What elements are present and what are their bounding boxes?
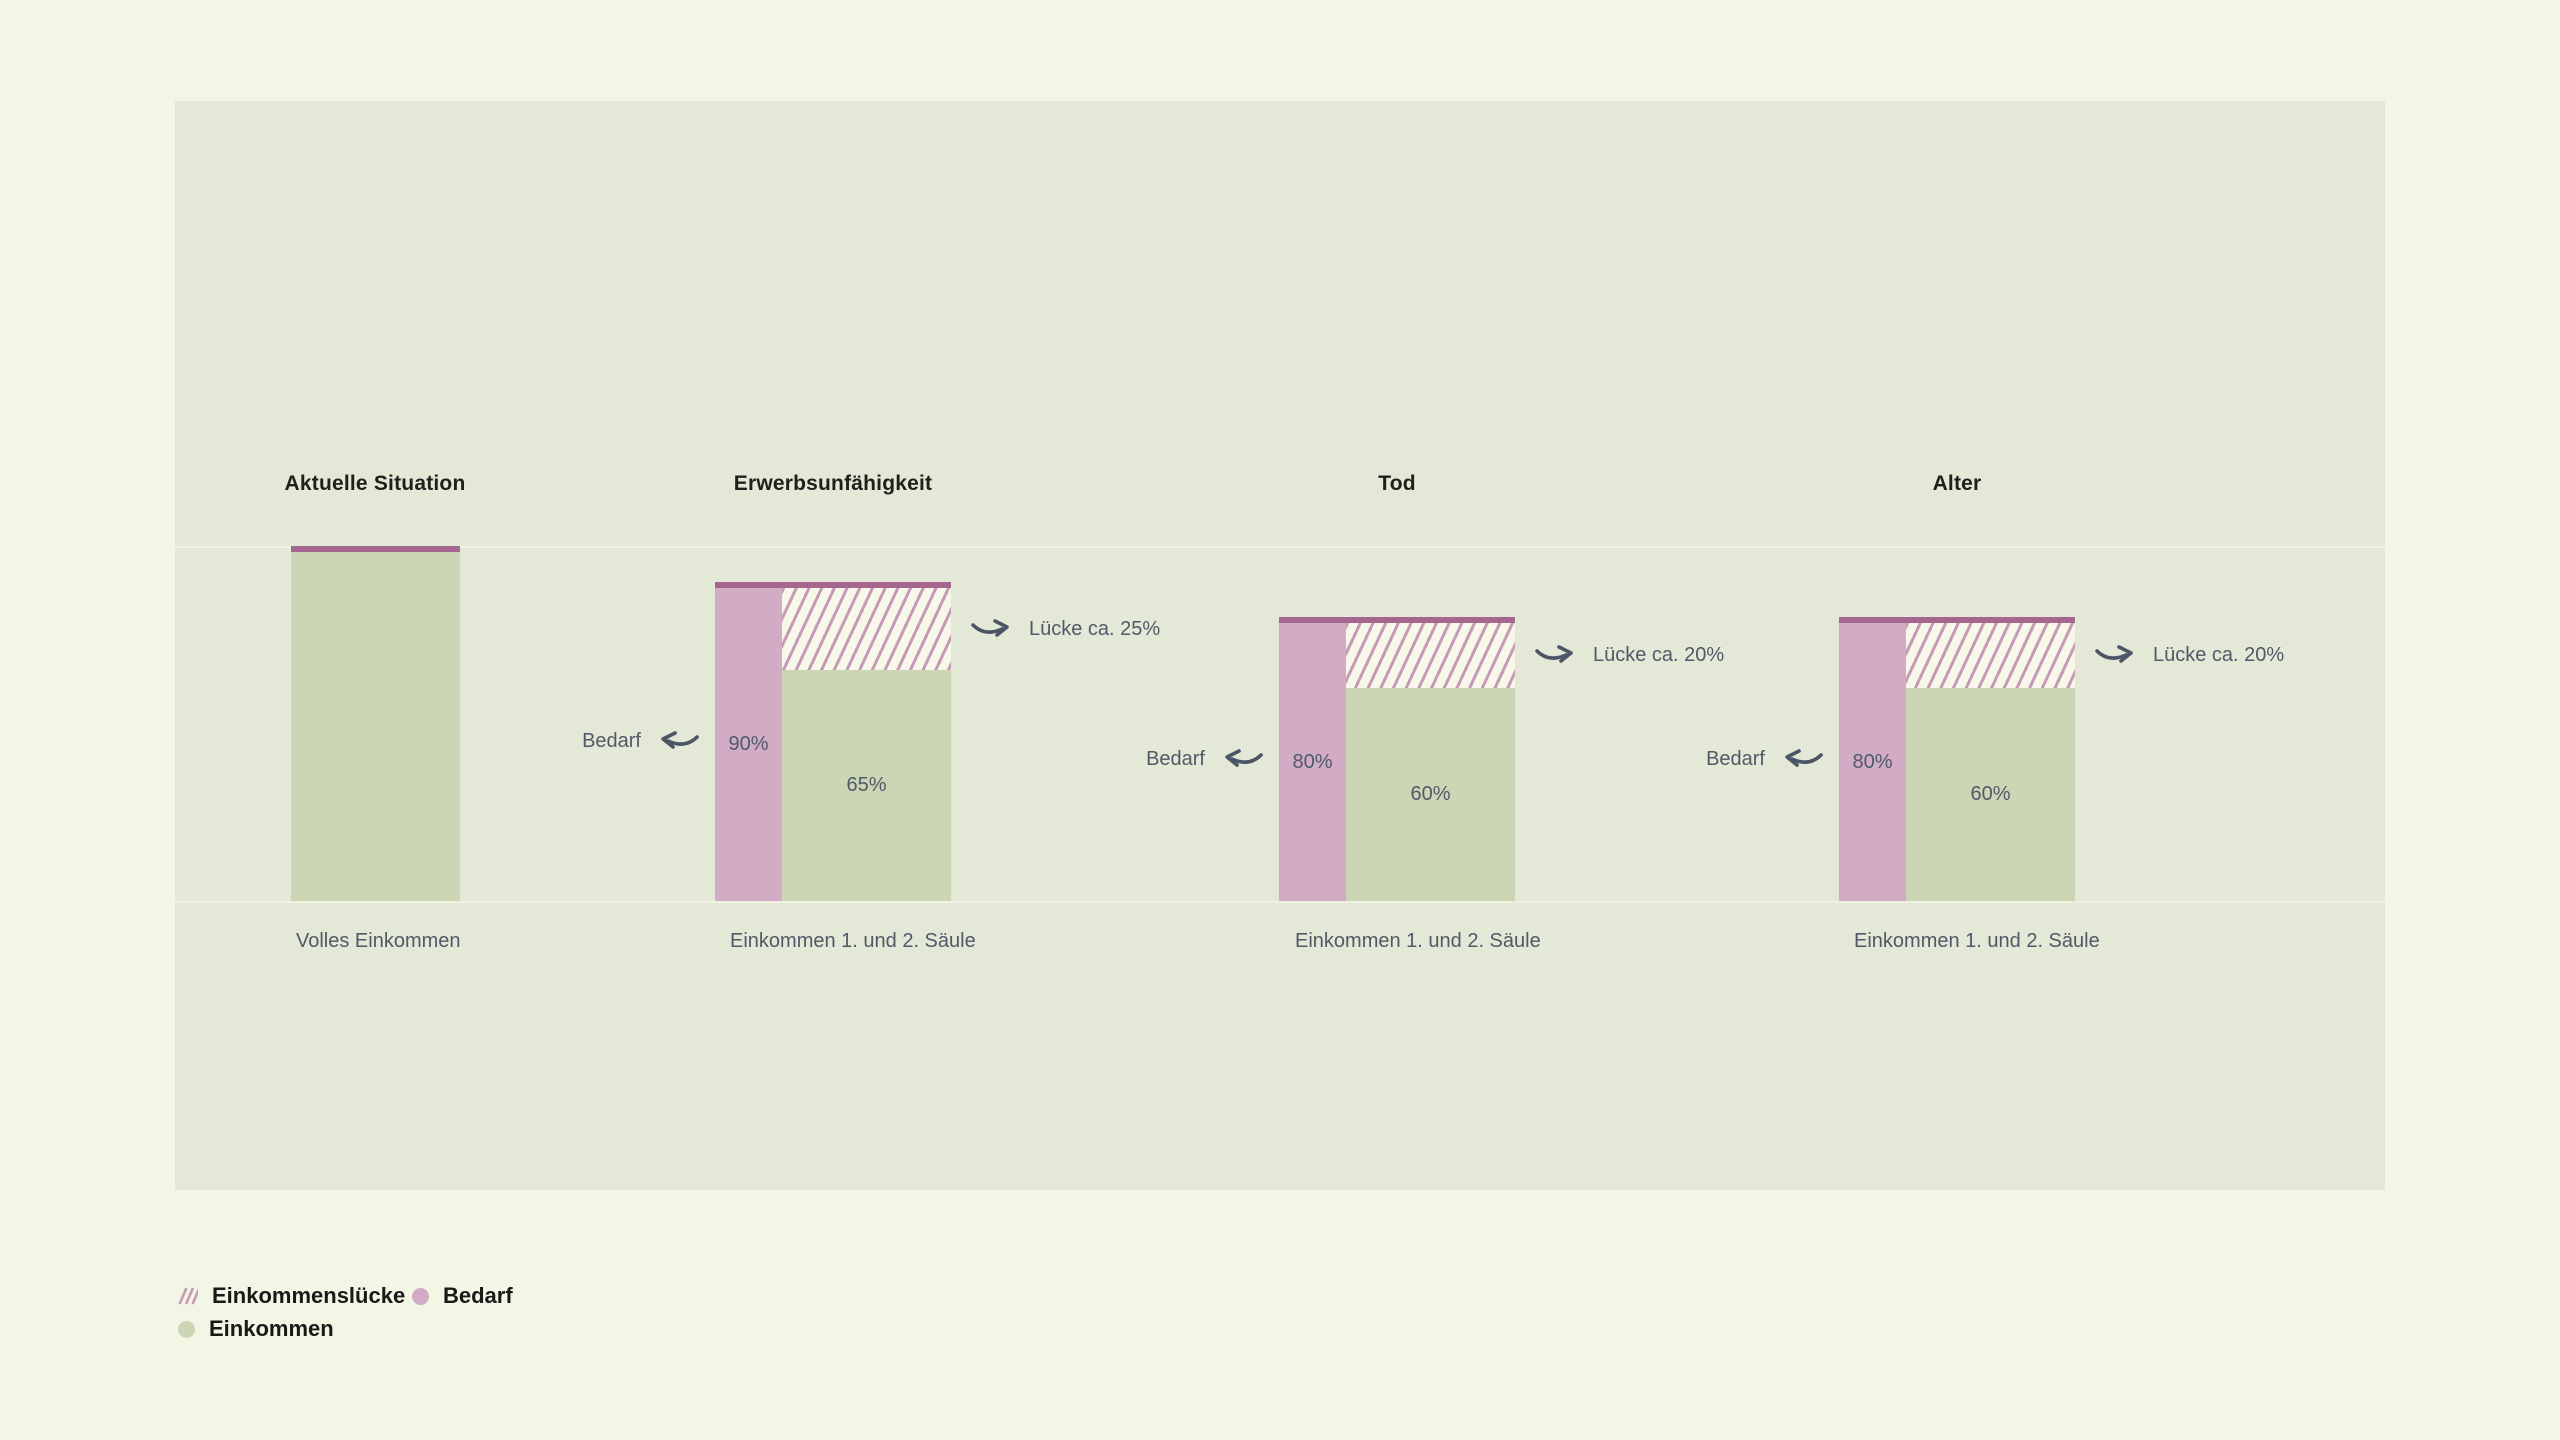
axis-label: Einkommen 1. und 2. Säule bbox=[1854, 930, 2100, 952]
bedarf-annotation: Bedarf bbox=[1146, 747, 1264, 771]
luecke-annotation: Lücke ca. 20% bbox=[2094, 643, 2284, 667]
einkommen-percent-label: 65% bbox=[846, 774, 887, 797]
bedarf-dot-icon bbox=[412, 1287, 429, 1305]
curved-arrow-left-icon bbox=[1785, 749, 1823, 767]
scenario-title: Alter bbox=[1932, 472, 1982, 495]
luecke-annotation: Lücke ca. 25% bbox=[970, 617, 1160, 641]
income-gap-area bbox=[782, 587, 951, 671]
scenario-title: Aktuelle Situation bbox=[284, 472, 466, 495]
einkommen-percent-label: 60% bbox=[1970, 783, 2011, 805]
curved-arrow-right-icon bbox=[971, 619, 1009, 637]
bedarf-annotation-label: Bedarf bbox=[1706, 747, 1765, 770]
curved-arrow-right-icon bbox=[2095, 645, 2133, 663]
bedarf-bar: 80% bbox=[1839, 617, 1906, 901]
luecke-annotation-label: Lücke ca. 20% bbox=[2153, 643, 2285, 666]
bedarf-percent-label: 90% bbox=[728, 732, 769, 755]
curved-arrow-left-icon bbox=[1225, 749, 1263, 767]
income-fill bbox=[291, 552, 460, 901]
top-gridline bbox=[175, 546, 2385, 548]
income-bar: 65% bbox=[782, 581, 951, 901]
curved-arrow-left-icon bbox=[661, 731, 699, 749]
baseline-gridline bbox=[175, 901, 2385, 903]
income-bar: 60% bbox=[1346, 617, 1515, 901]
income-bar bbox=[291, 546, 460, 901]
income-fill: 60% bbox=[1906, 688, 2075, 901]
einkommen-dot-icon bbox=[178, 1320, 195, 1338]
legend-item-einkommensluecke: Einkommenslücke bbox=[178, 1283, 405, 1309]
scenario-title: Tod bbox=[1378, 472, 1416, 495]
bedarf-bar: 90% bbox=[715, 581, 782, 901]
legend-item-bedarf: Bedarf bbox=[412, 1283, 513, 1309]
bedarf-percent-label: 80% bbox=[1852, 750, 1893, 773]
hatch-swatch-icon bbox=[178, 1287, 198, 1305]
income-fill: 60% bbox=[1346, 688, 1515, 901]
axis-label: Einkommen 1. und 2. Säule bbox=[1295, 930, 1541, 952]
income-bar: 60% bbox=[1906, 617, 2075, 901]
income-fill: 65% bbox=[782, 670, 951, 901]
bedarf-annotation-label: Bedarf bbox=[582, 729, 641, 752]
bedarf-bar: 80% bbox=[1279, 617, 1346, 901]
bedarf-annotation: Bedarf bbox=[582, 729, 700, 753]
scenario-title: Erwerbsunfähigkeit bbox=[733, 472, 933, 495]
einkommen-percent-label: 60% bbox=[1410, 783, 1451, 805]
bedarf-annotation-label: Bedarf bbox=[1146, 747, 1205, 770]
axis-label: Volles Einkommen bbox=[296, 930, 461, 952]
luecke-annotation-label: Lücke ca. 20% bbox=[1593, 643, 1725, 666]
legend-label: Einkommen bbox=[209, 1316, 334, 1341]
luecke-annotation: Lücke ca. 20% bbox=[1534, 643, 1724, 667]
luecke-annotation-label: Lücke ca. 25% bbox=[1029, 617, 1161, 640]
income-gap-area bbox=[1906, 623, 2075, 688]
bedarf-percent-label: 80% bbox=[1292, 750, 1333, 773]
axis-label: Einkommen 1. und 2. Säule bbox=[730, 930, 976, 952]
legend-item-einkommen: Einkommen bbox=[178, 1316, 334, 1342]
chart-panel: Aktuelle Situation Volles Einkommen Erwe… bbox=[175, 101, 2385, 1190]
bedarf-annotation: Bedarf bbox=[1706, 747, 1824, 771]
curved-arrow-right-icon bbox=[1535, 645, 1573, 663]
legend-label: Einkommenslücke bbox=[212, 1283, 406, 1308]
legend-label: Bedarf bbox=[443, 1283, 513, 1308]
income-gap-area bbox=[1346, 623, 1515, 688]
